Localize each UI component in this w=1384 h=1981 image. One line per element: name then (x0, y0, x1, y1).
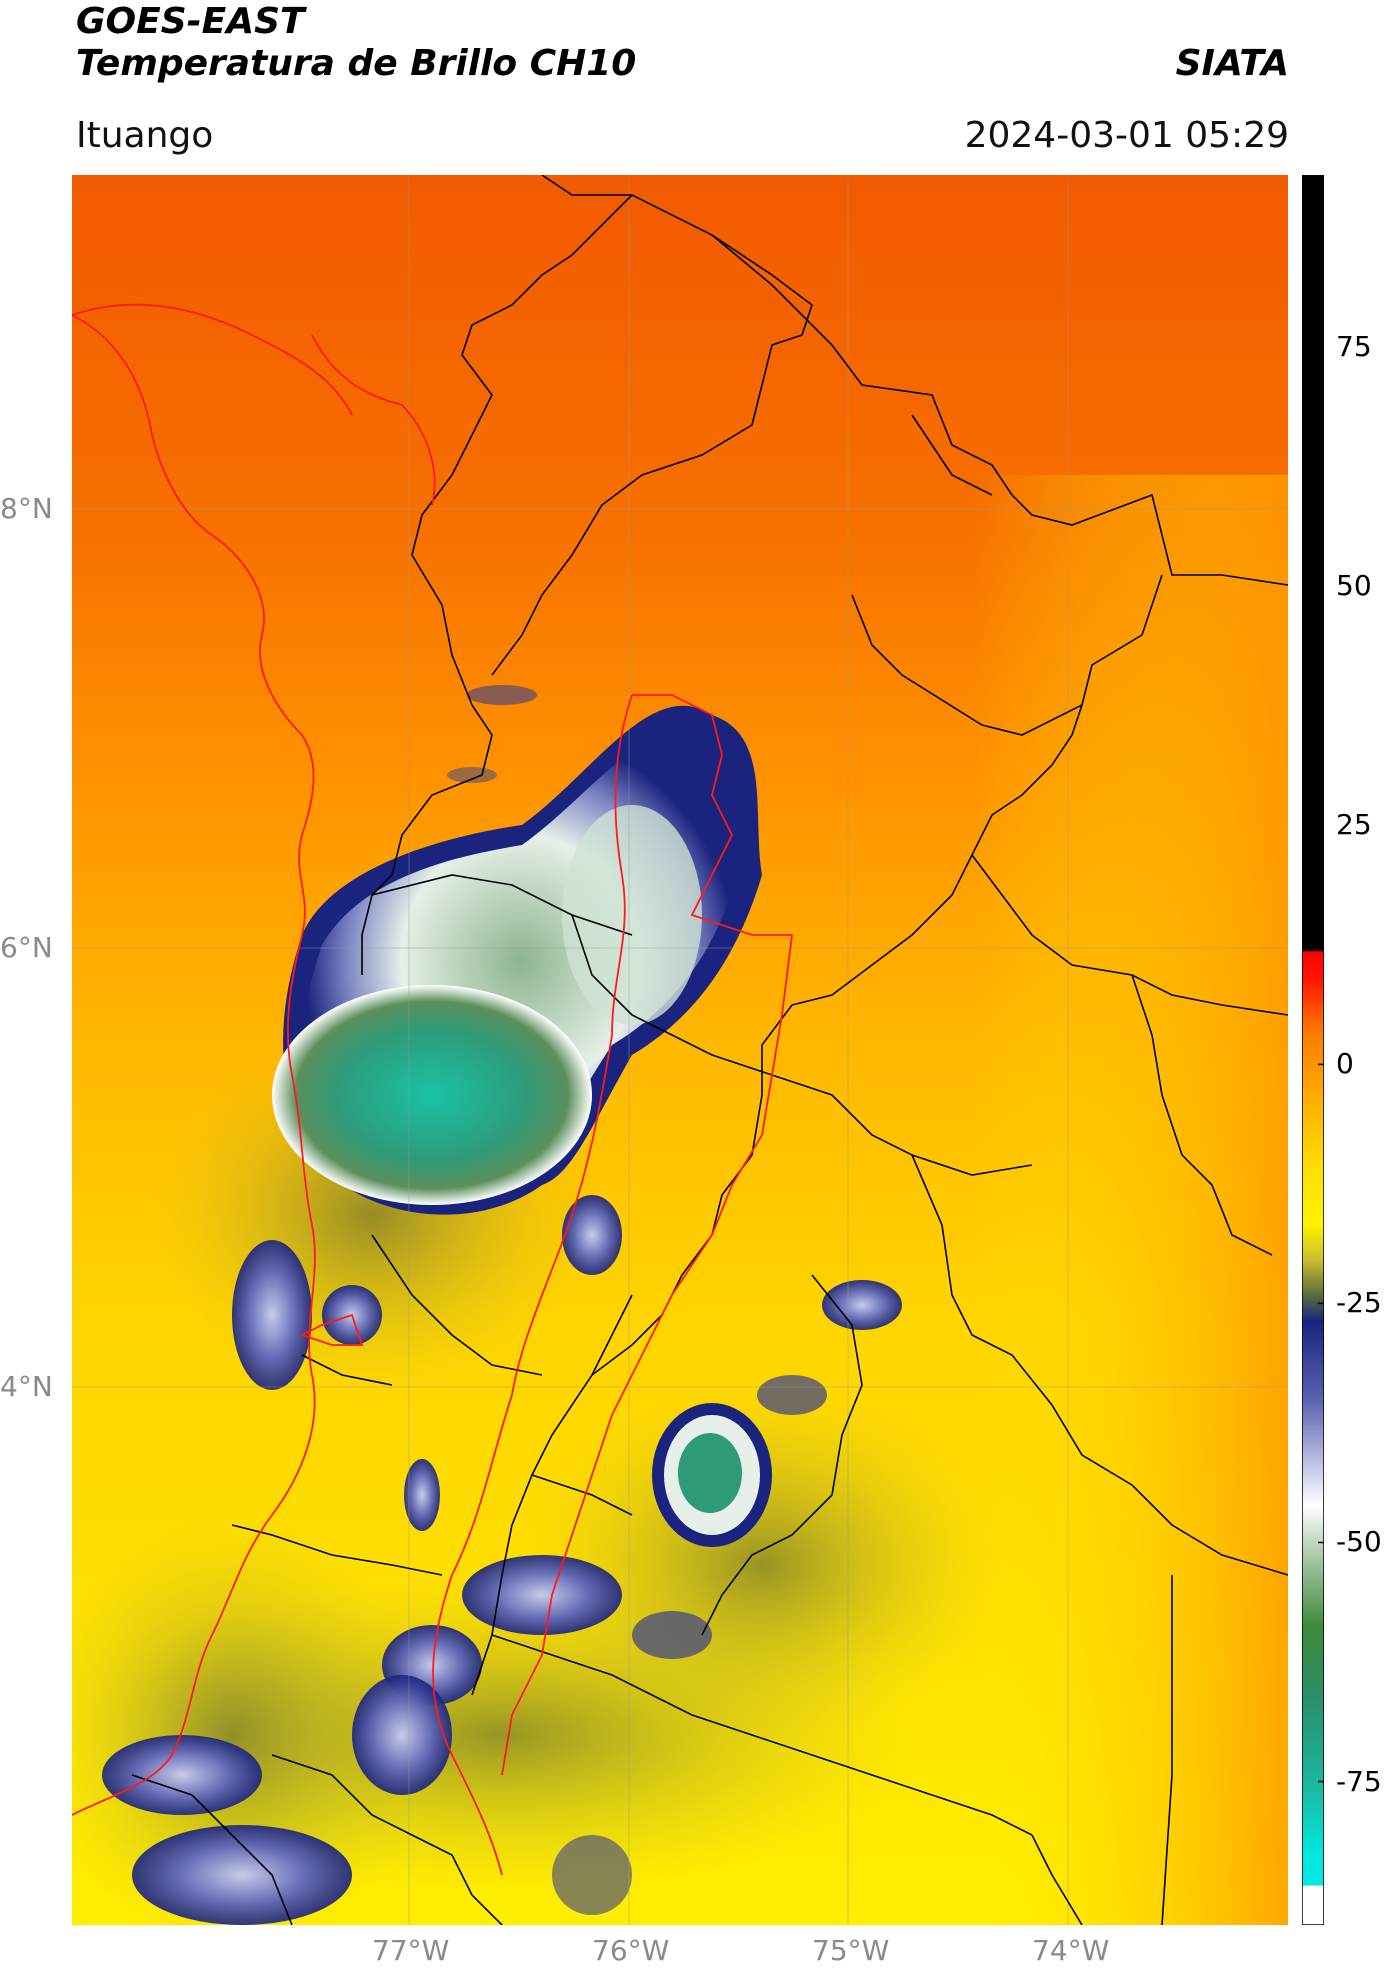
lat-label-6n: 6°N (0, 931, 53, 964)
brightness-temperature-map (72, 175, 1288, 1925)
lon-label-76w: 76°W (592, 1934, 670, 1967)
agency-title: SIATA (1175, 43, 1289, 84)
colorbar-tick-0: 0 (1336, 1047, 1354, 1081)
temperature-colorbar (1302, 175, 1324, 1925)
datetime-label: 2024-03-01 05:29 (964, 115, 1289, 156)
lon-label-74w: 74°W (1032, 1934, 1110, 1967)
lon-label-75w: 75°W (812, 1934, 890, 1967)
product-title: Temperatura de Brillo CH10 (76, 43, 637, 84)
lon-label-77w: 77°W (372, 1934, 450, 1967)
colorbar-tick-50: 50 (1336, 569, 1372, 603)
colorbar-tick-25: 25 (1336, 808, 1372, 842)
colorbar-tick-75: 75 (1336, 330, 1372, 364)
colorbar-tick-minus25: -25 (1336, 1286, 1382, 1320)
lat-label-4n: 4°N (0, 1370, 53, 1403)
colorbar-tick-minus50: -50 (1336, 1525, 1382, 1559)
satellite-title: GOES-EAST (76, 1, 305, 42)
region-label: Ituango (76, 115, 214, 156)
lat-label-8n: 8°N (0, 492, 53, 525)
colorbar-tick-minus75: -75 (1336, 1764, 1382, 1798)
